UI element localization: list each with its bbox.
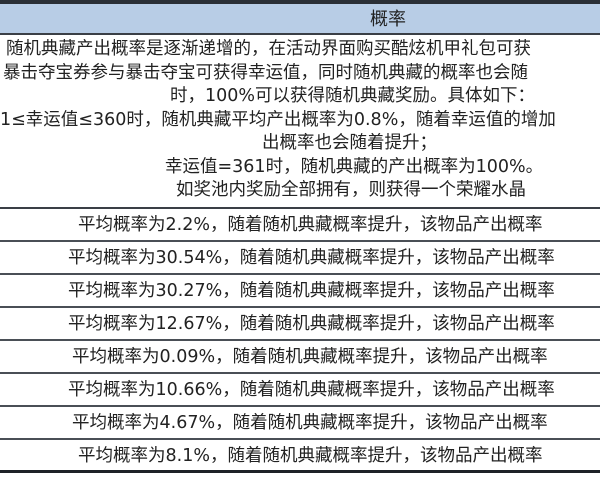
- description-line: 时，100%可以获得随机典藏奖励。具体如下：: [170, 86, 536, 106]
- description-line: 幸运值=361时，随机典藏的产出概率为100%。: [165, 156, 544, 177]
- table-row: 平均概率为10.66%，随着随机典藏概率提升，该物品产出概率: [0, 374, 600, 407]
- table-row: 平均概率为4.67%，随着随机典藏概率提升，该物品产出概率: [0, 407, 600, 440]
- description-line: 1≤幸运值≤360时，随机典藏平均产出概率为0.8%，随着幸运值的增加: [0, 109, 556, 130]
- table-row: 平均概率为8.1%，随着随机典藏概率提升，该物品产出概率: [0, 440, 600, 473]
- table-row: 平均概率为30.54%，随着随机典藏概率提升，该物品产出概率: [0, 242, 600, 275]
- description-cell: 随机典藏产出概率是逐渐递增的，在活动界面购买酷炫机甲礼包可获 暴击夺宝券参与暴击…: [0, 35, 600, 209]
- description-line: 如奖池内奖励全部拥有，则获得一个荣耀水晶: [176, 180, 526, 200]
- description-line: 暴击夺宝券参与暴击夺宝可获得幸运值，同时随机典藏的概率也会随: [3, 62, 528, 83]
- description-line: 出概率也会随着提升；: [262, 133, 437, 153]
- table-row: 平均概率为0.09%，随着随机典藏概率提升，该物品产出概率: [0, 341, 600, 374]
- table-row: 平均概率为12.67%，随着随机典藏概率提升，该物品产出概率: [0, 308, 600, 341]
- table-row: 平均概率为2.2%，随着随机典藏概率提升，该物品产出概率: [0, 209, 600, 242]
- probability-table: 概率 随机典藏产出概率是逐渐递增的，在活动界面购买酷炫机甲礼包可获 暴击夺宝券参…: [0, 4, 600, 473]
- top-border: [0, 0, 600, 4]
- description-line: 随机典藏产出概率是逐渐递增的，在活动界面购买酷炫机甲礼包可获: [6, 39, 531, 59]
- table-row: 平均概率为30.27%，随着随机典藏概率提升，该物品产出概率: [0, 275, 600, 308]
- column-header-probability: 概率: [0, 4, 600, 35]
